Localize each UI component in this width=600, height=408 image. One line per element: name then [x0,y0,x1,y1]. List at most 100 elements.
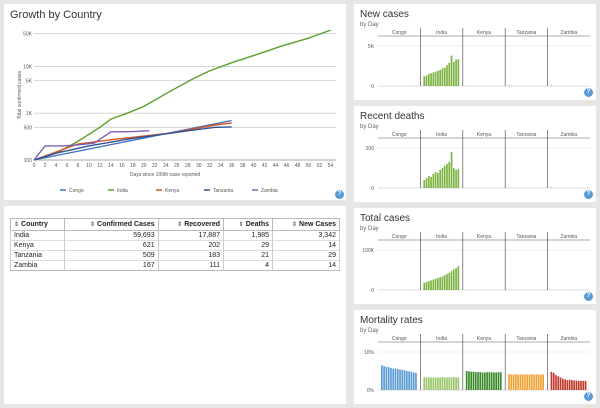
legend-entry: Congo [69,188,84,194]
bar [434,71,437,86]
country-label: Congo [392,336,407,342]
bar [488,372,491,390]
bar [448,62,451,86]
bar [452,62,455,86]
bar [425,282,428,290]
country-label: Congo [392,234,407,240]
bar [406,371,408,390]
panel-title: Recent deaths [360,111,425,122]
legend-entry: Zambia [261,188,278,194]
col-confirmed[interactable]: ⇕ Confirmed Cases [63,218,159,231]
bar [472,371,475,390]
bar [446,65,448,86]
col-deaths[interactable]: ⇕ Deaths [222,218,274,231]
recent-deaths-chart: 0 200 Congo India Kenya Tanzania Zambia [366,130,590,192]
bar [517,374,519,390]
y-tick-label: 10% [364,350,375,356]
col-recovered[interactable]: ⇕ Recovered [157,218,225,231]
bar [443,67,446,86]
col-new-cases[interactable]: ⇕ New Cases [272,218,340,231]
bar [427,74,430,86]
panel-subtitle: by Day [360,124,379,130]
bar [524,374,526,390]
country-label: Zambia [560,336,577,342]
x-tick-label: 50 [306,163,312,169]
bar [434,278,437,290]
cell-deaths: 4 [222,260,274,271]
bar [423,76,426,86]
table-row: Zambia 167 111 4 14 [10,260,340,271]
y-axis-label: Total confirmed cases [17,70,23,119]
bar [387,367,390,390]
bar [484,372,486,390]
x-tick-label: 18 [130,163,136,169]
recent-deaths-panel: Recent deaths by Day 0 200 Congo India Kenya… [354,106,596,202]
bar [425,178,428,188]
bar [427,377,430,390]
y-tick-label: 0% [367,388,375,394]
series-line-india [33,29,331,161]
bar [437,377,439,390]
bar [448,162,451,188]
bar [443,377,446,390]
cell-confirmed: 59,693 [63,230,159,241]
bar [423,377,426,390]
bar [408,371,410,390]
cell-confirmed: 167 [63,260,159,271]
bar [439,70,441,86]
bar [439,377,441,390]
bar [455,59,457,86]
bar [537,374,540,390]
bar [385,366,388,390]
bar [490,372,493,390]
legend-entry: Kenya [165,188,179,194]
bar [423,180,426,188]
bar [443,275,446,290]
cell-deaths: 21 [222,250,274,261]
new-cases-help-icon[interactable]: ? [584,88,593,97]
x-tick-label: 24 [163,163,169,169]
bar [434,377,437,390]
country-label: Congo [392,132,407,138]
x-tick-label: 32 [207,163,213,169]
country-label: Tanzania [516,30,536,36]
total-cases-help-icon[interactable]: ? [584,292,593,301]
x-tick-label: 34 [218,163,224,169]
cell-recovered: 111 [157,260,225,271]
x-tick-label: 42 [262,163,268,169]
bar [430,177,432,188]
country-label: Tanzania [516,336,536,342]
y-tick-label: 200 [366,146,375,152]
bar [580,380,582,390]
bar [448,272,451,290]
y-tick-label: 0 [371,186,374,192]
bar [430,377,432,390]
bar [446,274,448,290]
mortality-help-icon[interactable]: ? [584,392,593,401]
bar [508,85,510,86]
x-tick-label: 48 [295,163,301,169]
bar [550,187,553,188]
cell-country: Kenya [10,240,65,251]
x-tick-label: 4 [55,163,58,169]
bar [450,152,453,188]
x-tick-label: 54 [328,163,334,169]
bar [584,380,587,390]
bar [533,374,535,390]
bar [412,372,415,390]
country-label: Tanzania [516,132,536,138]
recent-deaths-help-icon[interactable]: ? [584,190,593,199]
y-tick-label: 5K [368,44,375,50]
bar [457,377,460,390]
col-country[interactable]: ⇕ Country [10,218,65,231]
bar [493,372,495,390]
x-tick-label: 14 [108,163,114,169]
x-tick-label: 46 [284,163,290,169]
country-label: Kenya [477,234,491,240]
country-label: India [436,132,447,138]
cell-deaths: 29 [222,240,274,251]
growth-help-icon[interactable]: ? [335,190,344,199]
bar [455,170,457,188]
bar [535,374,538,390]
